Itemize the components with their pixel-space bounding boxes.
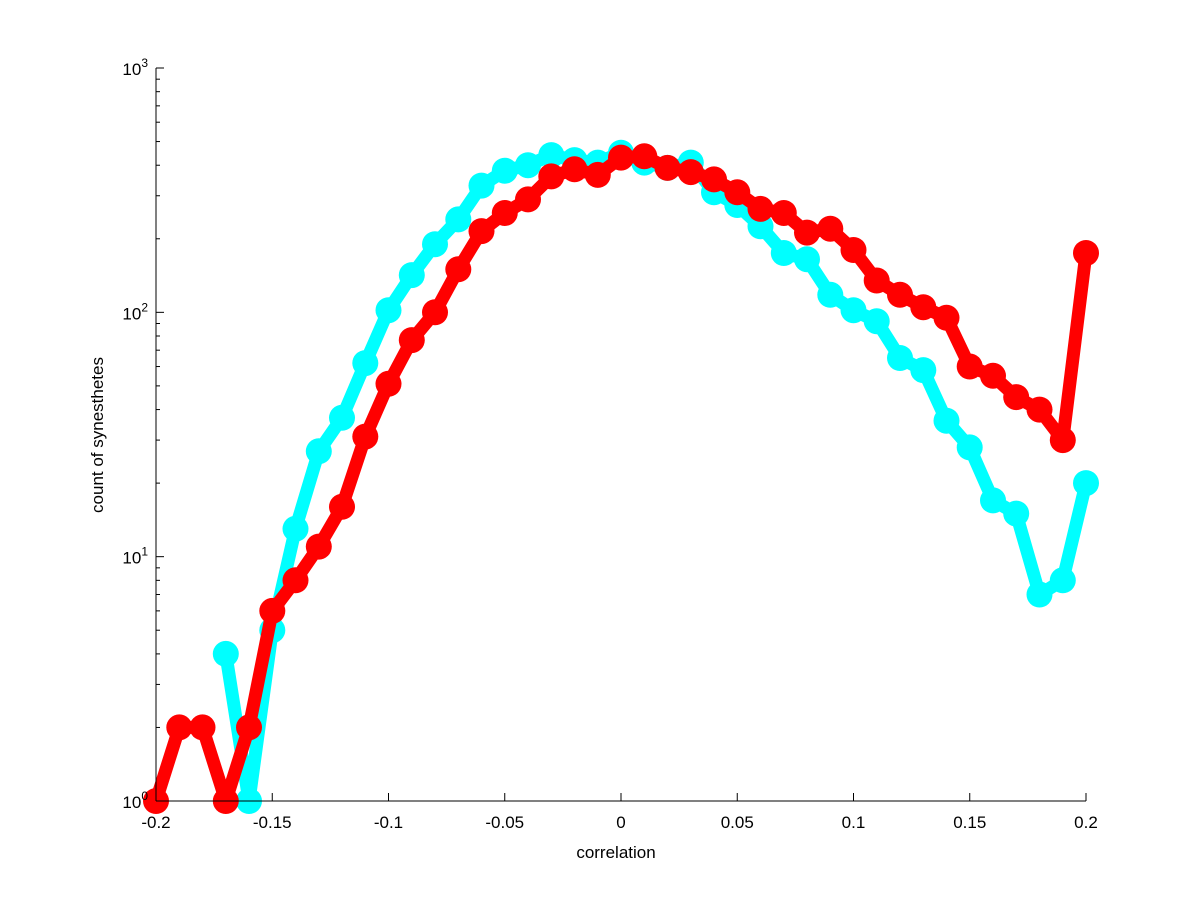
series-2-point <box>794 219 820 246</box>
series-2-point <box>1049 427 1076 454</box>
series-2-point <box>236 714 262 741</box>
series-2-point <box>305 533 332 560</box>
series-2-point <box>910 294 937 321</box>
series-1-point <box>956 434 983 461</box>
y-tick-label: 102 <box>122 300 148 323</box>
series-2-point <box>608 144 634 171</box>
series-1-point <box>980 487 1006 514</box>
series-2-point <box>1073 240 1099 266</box>
series-1-point <box>840 297 867 324</box>
x-tick-label: -0.2 <box>141 813 170 832</box>
series-1-point <box>863 308 890 335</box>
series-2-point <box>980 362 1006 389</box>
x-tick-label: 0.1 <box>842 813 866 832</box>
series-1-point <box>770 240 797 266</box>
series-1-point <box>794 246 820 273</box>
series-2-point <box>701 166 727 193</box>
series-layer <box>143 139 1099 814</box>
series-1-point <box>1003 500 1030 527</box>
ticks: -0.2 -0.15 -0.1 -0.05 0 0.05 0.1 0.15 0.2 100 101 1… <box>122 56 1097 832</box>
series-2-point <box>677 159 704 186</box>
x-axis-label: correlation <box>576 843 655 862</box>
series-1-point <box>212 640 239 667</box>
series-1-point <box>538 142 565 169</box>
series-2-point <box>515 186 541 213</box>
series-2-point <box>259 597 286 624</box>
series-2-point <box>817 215 844 242</box>
y-tick-label: 103 <box>122 56 148 79</box>
series-1-point <box>422 231 448 258</box>
series-2-point <box>584 161 611 188</box>
series-2-point <box>770 200 797 226</box>
series-1-point <box>1049 567 1076 594</box>
x-tick-label: -0.1 <box>374 813 403 832</box>
series-2-point <box>956 353 983 380</box>
series-1-point <box>515 152 541 179</box>
series-1-point <box>282 515 309 542</box>
series-2-point <box>1003 384 1030 411</box>
series-2-point <box>166 714 193 741</box>
series-2-point <box>1026 396 1053 423</box>
series-2-point <box>422 299 448 326</box>
x-tick-label: -0.15 <box>253 813 292 832</box>
x-tick-label: 0.05 <box>721 813 754 832</box>
series-2-point <box>352 423 379 450</box>
series-1-point <box>910 357 937 384</box>
series-1-point <box>352 350 379 377</box>
x-tick-label: 0 <box>616 813 625 832</box>
series-2-point <box>329 493 355 520</box>
series-1-point <box>933 407 960 434</box>
series-2-point <box>561 156 588 183</box>
x-tick-label: 0.2 <box>1074 813 1098 832</box>
series-2-point <box>933 304 960 331</box>
x-tick-label: 0.15 <box>953 813 986 832</box>
x-tick-label: -0.05 <box>485 813 524 832</box>
y-tick-label: 101 <box>122 545 148 568</box>
series-2-point <box>398 327 425 354</box>
series-2-point <box>282 567 309 594</box>
series-2-point <box>840 237 867 263</box>
series-1-point <box>491 157 518 184</box>
y-tick-label: 100 <box>122 789 148 812</box>
y-axis-label: count of synesthetes <box>88 357 107 513</box>
series-1-point <box>398 262 425 289</box>
series-1-point <box>1073 470 1099 497</box>
series-2-point <box>189 714 216 741</box>
series-1-point <box>468 172 495 199</box>
series-1-point <box>817 281 844 308</box>
series-1-point <box>375 297 402 324</box>
series-2-point <box>445 256 472 283</box>
series-1-point <box>305 438 332 465</box>
series-1-point <box>1026 581 1053 608</box>
series-1-point <box>887 345 913 371</box>
series-2-point <box>375 370 402 397</box>
series-2-point <box>538 163 565 190</box>
series-2-point <box>468 218 495 245</box>
series-2-point <box>631 143 658 170</box>
series-2-point <box>724 179 751 206</box>
series-2-point <box>887 281 913 308</box>
series-1-point <box>445 206 472 233</box>
series-2-point <box>491 200 518 226</box>
series-2-point <box>654 154 681 181</box>
series-1-point <box>329 404 355 431</box>
series-2-point <box>863 267 890 294</box>
series-2-point <box>747 195 774 222</box>
plot-area <box>156 68 1086 801</box>
